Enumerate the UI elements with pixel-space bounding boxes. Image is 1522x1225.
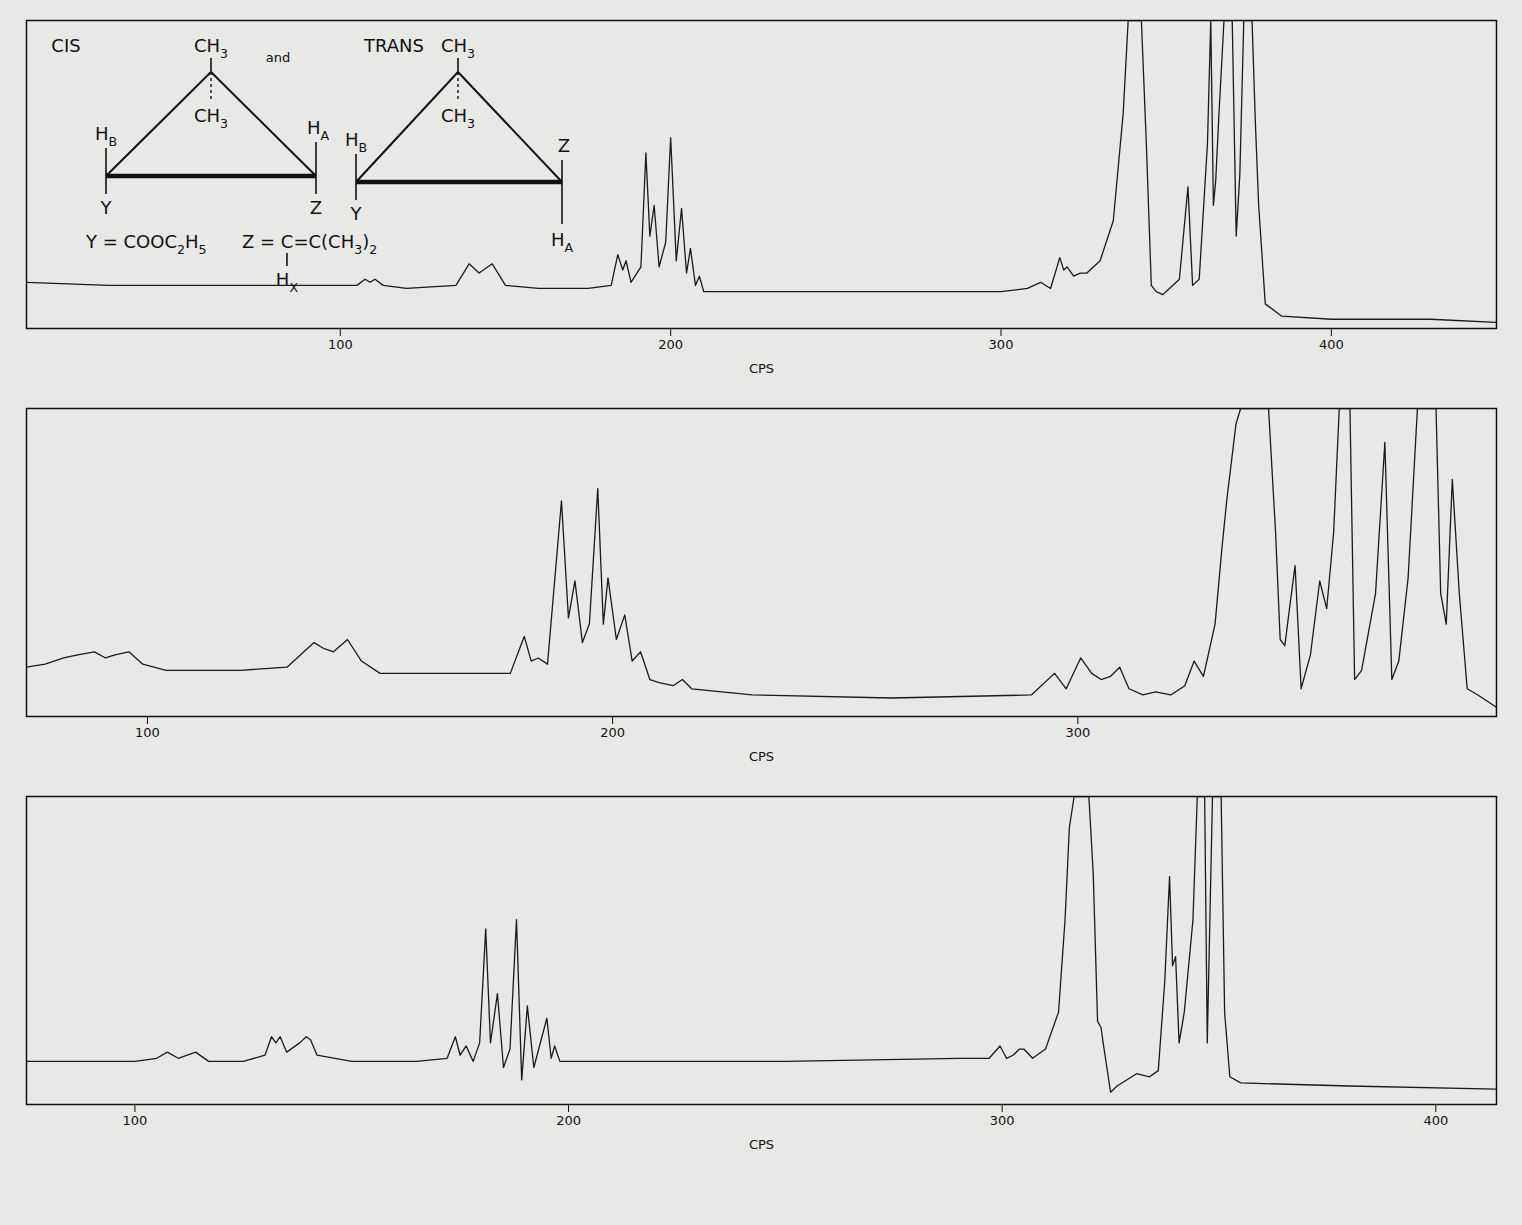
svg-text:300: 300 — [1065, 725, 1090, 740]
svg-text:Z = C=C(CH3)2: Z = C=C(CH3)2 — [242, 231, 377, 257]
svg-text:CPS: CPS — [749, 1137, 774, 1152]
svg-text:and: and — [266, 50, 290, 65]
svg-text:CH3: CH3 — [194, 105, 228, 131]
svg-text:TRANS: TRANS — [363, 35, 424, 56]
svg-text:100: 100 — [328, 337, 353, 352]
svg-text:HA: HA — [307, 117, 330, 143]
svg-text:CPS: CPS — [749, 749, 774, 764]
svg-text:Y: Y — [350, 203, 363, 224]
svg-text:Y: Y — [100, 197, 113, 218]
svg-text:CPS: CPS — [749, 361, 774, 376]
svg-text:CH3: CH3 — [441, 35, 475, 61]
svg-text:Z: Z — [558, 135, 570, 156]
svg-text:CH3: CH3 — [441, 105, 475, 131]
svg-text:100: 100 — [135, 725, 160, 740]
svg-text:HB: HB — [345, 129, 367, 155]
svg-text:CIS: CIS — [51, 35, 80, 56]
svg-text:200: 200 — [556, 1113, 581, 1128]
svg-text:Y = COOC2H5: Y = COOC2H5 — [85, 231, 207, 257]
svg-text:HX: HX — [276, 269, 299, 295]
svg-text:HB: HB — [95, 123, 117, 149]
svg-text:400: 400 — [1319, 337, 1344, 352]
svg-text:200: 200 — [658, 337, 683, 352]
svg-text:HA: HA — [551, 229, 574, 255]
svg-text:400: 400 — [1423, 1113, 1448, 1128]
svg-text:300: 300 — [990, 1113, 1015, 1128]
svg-text:Z: Z — [310, 197, 322, 218]
svg-text:100: 100 — [122, 1113, 147, 1128]
svg-text:200: 200 — [600, 725, 625, 740]
svg-text:300: 300 — [989, 337, 1014, 352]
svg-text:CH3: CH3 — [194, 35, 228, 61]
